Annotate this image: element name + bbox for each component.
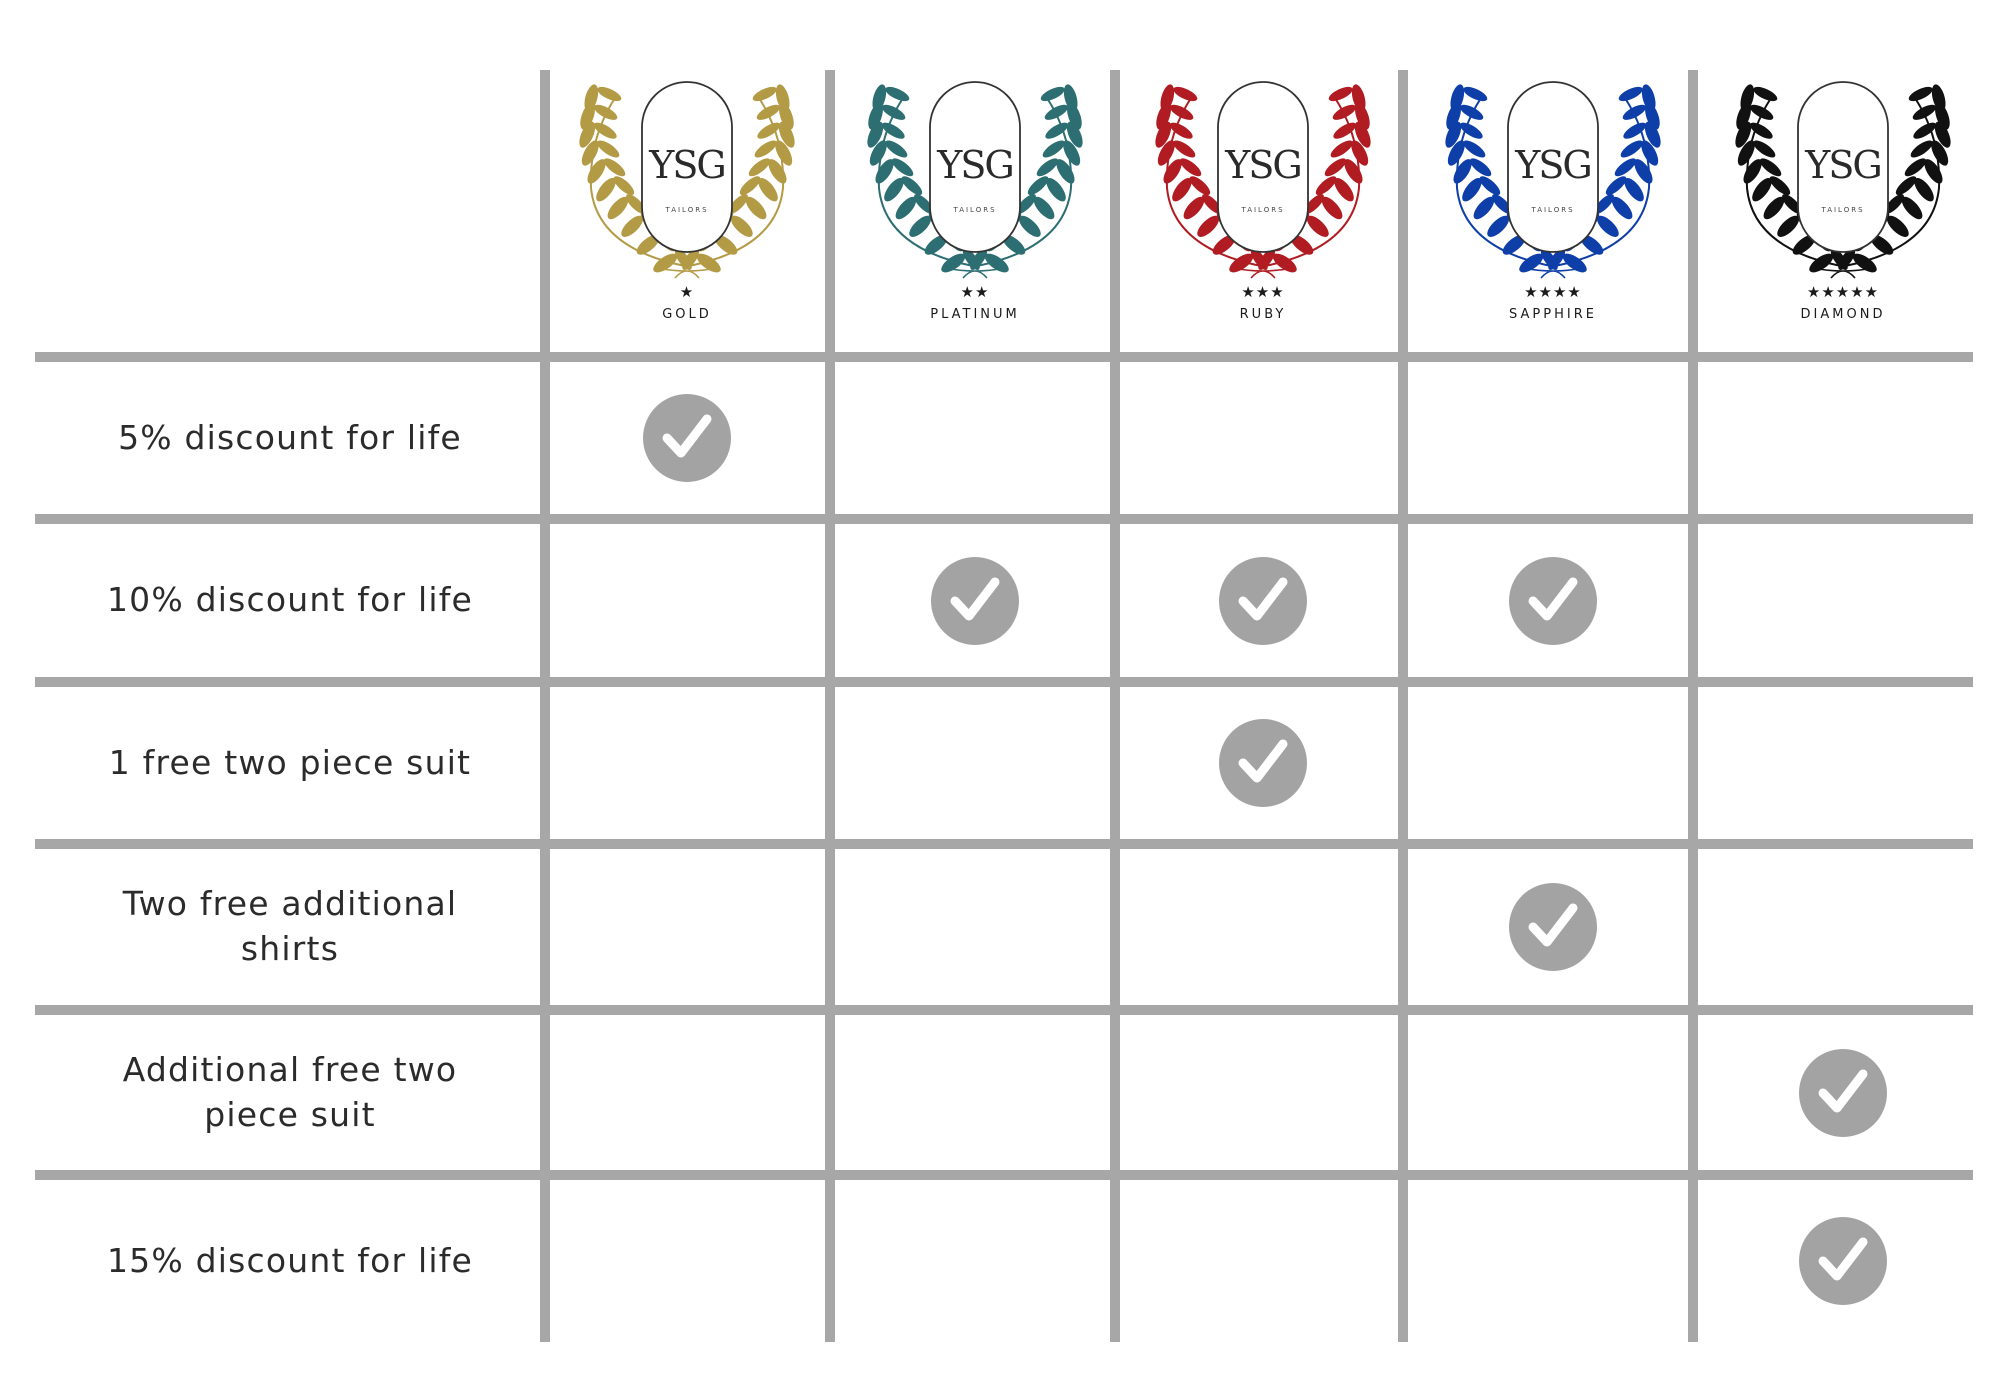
tier-name: DIAMOND xyxy=(1800,307,1886,322)
benefit-label-text: 15% discount for life xyxy=(106,1240,474,1280)
check-circle-icon xyxy=(1509,883,1597,971)
check-circle-icon xyxy=(1509,556,1597,645)
brand-logo-text: YSG xyxy=(1514,143,1590,187)
check-circle-icon xyxy=(643,394,731,482)
tier-stars: ★★★★ xyxy=(1524,283,1582,301)
grid-row-divider xyxy=(35,1170,1973,1180)
tier-header-ruby: YSG TAILORS ★★★ RUBY xyxy=(1133,78,1393,328)
brand-logo-subtext: TAILORS xyxy=(952,206,996,214)
brand-logo-subtext: TAILORS xyxy=(1820,206,1864,214)
grid-row-divider xyxy=(35,1005,1973,1015)
benefit-label: Additional free two piece suit xyxy=(40,1015,540,1170)
benefit-label-text: Additional free two piece suit xyxy=(122,1049,458,1134)
benefit-label: 5% discount for life xyxy=(40,362,540,514)
benefit-label: 15% discount for life xyxy=(40,1180,540,1342)
laurel-wreath-icon: YSG TAILORS xyxy=(1735,81,1951,279)
benefit-label: 10% discount for life xyxy=(40,524,540,677)
tier-header-diamond: YSG TAILORS ★★★★★ DIAMOND xyxy=(1713,78,1973,328)
grid-row-divider xyxy=(35,514,1973,524)
brand-logo-subtext: TAILORS xyxy=(664,206,708,214)
benefit-label: Two free additional shirts xyxy=(40,849,540,1005)
laurel-wreath-icon: YSG TAILORS xyxy=(1445,81,1661,279)
benefit-label-text: 5% discount for life xyxy=(118,417,462,457)
tier-stars: ★★★ xyxy=(1241,283,1285,301)
grid-column-divider xyxy=(1398,70,1408,1342)
laurel-wreath-icon: YSG TAILORS xyxy=(1155,81,1371,279)
tier-header-gold: YSG TAILORS ★ GOLD xyxy=(557,78,817,328)
grid-column-divider xyxy=(1110,70,1120,1342)
grid-row-divider xyxy=(35,352,1973,362)
brand-logo-text: YSG xyxy=(1804,143,1880,187)
tier-stars: ★★ xyxy=(960,283,990,301)
tier-name: GOLD xyxy=(662,307,712,322)
check-circle-icon xyxy=(1799,1048,1887,1137)
laurel-wreath-icon: YSG TAILORS xyxy=(579,81,795,279)
tier-stars: ★★★★★ xyxy=(1806,283,1880,301)
tier-name: PLATINUM xyxy=(930,307,1020,322)
grid-column-divider xyxy=(1688,70,1698,1342)
brand-logo-text: YSG xyxy=(648,143,724,187)
check-circle-icon xyxy=(1219,556,1307,645)
tier-stars: ★ xyxy=(679,283,695,301)
grid-column-divider xyxy=(540,70,550,1342)
brand-logo-text: YSG xyxy=(1224,143,1300,187)
benefit-label-text: Two free additional shirts xyxy=(122,884,458,968)
benefit-label-text: 1 free two piece suit xyxy=(108,742,472,782)
tier-name: RUBY xyxy=(1239,307,1287,322)
grid-row-divider xyxy=(35,677,1973,687)
brand-logo-subtext: TAILORS xyxy=(1240,206,1284,214)
grid-row-divider xyxy=(35,839,1973,849)
benefit-label-text: 10% discount for life xyxy=(106,580,474,620)
benefit-label: 1 free two piece suit xyxy=(40,687,540,839)
check-circle-icon xyxy=(1219,719,1307,807)
tier-header-sapphire: YSG TAILORS ★★★★ SAPPHIRE xyxy=(1423,78,1683,328)
grid-column-divider xyxy=(825,70,835,1342)
brand-logo-text: YSG xyxy=(936,143,1012,187)
laurel-wreath-icon: YSG TAILORS xyxy=(867,81,1083,279)
brand-logo-subtext: TAILORS xyxy=(1530,206,1574,214)
check-circle-icon xyxy=(931,556,1019,645)
check-circle-icon xyxy=(1799,1217,1887,1305)
tier-header-platinum: YSG TAILORS ★★ PLATINUM xyxy=(845,78,1105,328)
tier-name: SAPPHIRE xyxy=(1509,307,1597,322)
